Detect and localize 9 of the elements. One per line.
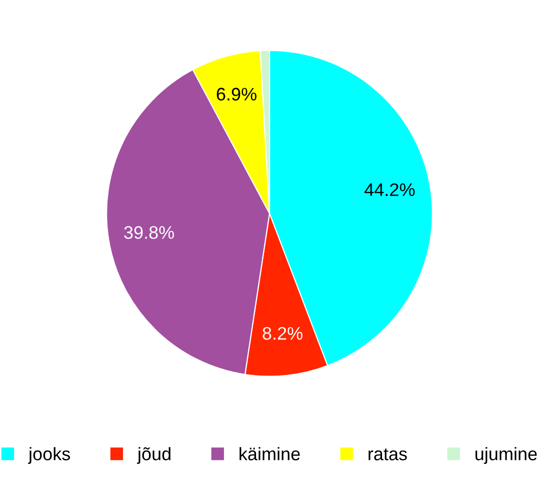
data-label: 39.8% <box>124 226 174 239</box>
legend-label: jooks <box>28 447 70 464</box>
data-label: 8.2% <box>262 326 302 340</box>
data-label: 44.2% <box>364 183 415 196</box>
legend-label: käimine <box>240 447 300 460</box>
legend-label: jõud <box>137 447 170 464</box>
legend-label: ratas <box>368 448 407 460</box>
legend-label: ujumine <box>476 447 537 464</box>
data-label: 6.9% <box>216 88 256 101</box>
